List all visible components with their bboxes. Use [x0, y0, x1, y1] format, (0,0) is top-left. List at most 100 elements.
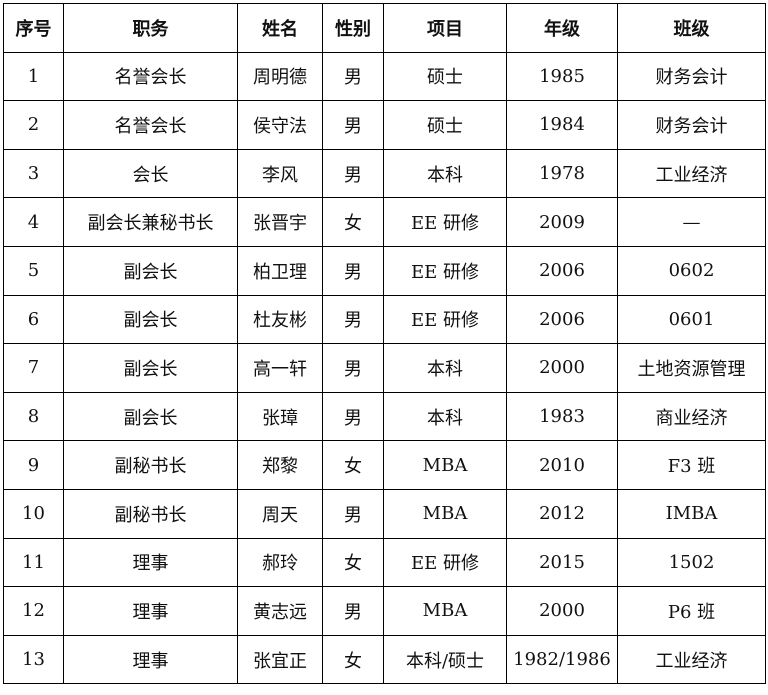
- cell-name: 李风: [237, 148, 323, 199]
- cell-name: 高一轩: [237, 343, 323, 393]
- cell-position: 副秘书长: [63, 488, 238, 539]
- cell-program: 本科: [383, 148, 507, 199]
- table-row: 6 副会长 杜友彬男 EE 研修 2006 0601: [3, 294, 766, 345]
- cell-gender: 女: [322, 537, 384, 588]
- cell-index: 3: [3, 148, 64, 199]
- cell-index: 2: [3, 100, 64, 150]
- cell-program: EE 研修: [383, 294, 507, 345]
- header-year: 年级: [506, 3, 618, 53]
- cell-index: 11: [3, 537, 64, 588]
- cell-class: 工业经济: [617, 634, 766, 685]
- cell-year: 1978: [506, 148, 618, 199]
- cell-index: 8: [3, 391, 64, 442]
- cell-program: MBA: [383, 440, 507, 490]
- cell-name: 郝玲: [237, 537, 323, 588]
- cell-name: 周明德: [237, 51, 323, 102]
- cell-program: 本科: [383, 343, 507, 393]
- cell-gender: 男: [322, 100, 384, 150]
- cell-index: 4: [3, 197, 64, 247]
- cell-gender: 男: [322, 148, 384, 199]
- cell-year: 2009: [506, 197, 618, 247]
- header-name: 姓名: [237, 3, 323, 53]
- table-row: 13 理事 张宜正女本科/硕士 1982/1986 工业经济: [3, 634, 766, 685]
- cell-program: 硕士: [383, 51, 507, 102]
- cell-class: 0602: [617, 245, 766, 296]
- cell-class: 财务会计: [617, 51, 766, 102]
- cell-name: 张晋宇: [237, 197, 323, 247]
- table-row: 5 副会长 柏卫理男 EE 研修 2006 0602: [3, 245, 766, 296]
- cell-gender: 男: [322, 51, 384, 102]
- cell-position: 理事: [63, 634, 238, 685]
- cell-year: 2000: [506, 586, 618, 636]
- cell-position: 理事: [63, 537, 238, 588]
- cell-class: 0601: [617, 294, 766, 345]
- cell-position: 副会长: [63, 391, 238, 442]
- cell-gender: 男: [322, 245, 384, 296]
- cell-position: 副会长: [63, 245, 238, 296]
- table-row: 4 副会长兼秘书长 张晋宇女 EE 研修 2009—: [3, 197, 766, 247]
- cell-index: 9: [3, 440, 64, 490]
- cell-name: 周天: [237, 488, 323, 539]
- cell-gender: 男: [322, 294, 384, 345]
- cell-position: 会长: [63, 148, 238, 199]
- cell-class: P6 班: [617, 586, 766, 636]
- cell-class: F3 班: [617, 440, 766, 490]
- cell-name: 杜友彬: [237, 294, 323, 345]
- cell-gender: 男: [322, 343, 384, 393]
- cell-year: 2006: [506, 245, 618, 296]
- cell-name: 侯守法: [237, 100, 323, 150]
- cell-program: MBA: [383, 586, 507, 636]
- cell-name: 张璋: [237, 391, 323, 442]
- cell-class: 1502: [617, 537, 766, 588]
- table-row: 10 副秘书长 周天男 MBA 2012 IMBA: [3, 488, 766, 539]
- cell-index: 12: [3, 586, 64, 636]
- header-row: 序号 职务 姓名 性别 项目 年级 班级: [3, 3, 766, 53]
- cell-gender: 男: [322, 391, 384, 442]
- cell-name: 黄志远: [237, 586, 323, 636]
- cell-year: 2012: [506, 488, 618, 539]
- member-table: 序号 职务 姓名 性别 项目 年级 班级 1 名誉会长 周明德男硕士 1985 财务会计…: [3, 3, 766, 685]
- header-program: 项目: [383, 3, 507, 53]
- cell-year: 2006: [506, 294, 618, 345]
- cell-name: 郑黎: [237, 440, 323, 490]
- cell-gender: 男: [322, 488, 384, 539]
- cell-position: 名誉会长: [63, 51, 238, 102]
- table-row: 9 副秘书长 郑黎女 MBA 2010 F3 班: [3, 440, 766, 490]
- cell-class: 财务会计: [617, 100, 766, 150]
- cell-program: EE 研修: [383, 245, 507, 296]
- cell-class: 商业经济: [617, 391, 766, 442]
- cell-program: 硕士: [383, 100, 507, 150]
- header-index: 序号: [3, 3, 64, 53]
- cell-class: IMBA: [617, 488, 766, 539]
- cell-index: 1: [3, 51, 64, 102]
- header-position: 职务: [63, 3, 238, 53]
- header-gender: 性别: [322, 3, 384, 53]
- table-row: 1 名誉会长 周明德男硕士 1985 财务会计: [3, 51, 766, 102]
- cell-program: MBA: [383, 488, 507, 539]
- cell-year: 1982/1986: [506, 634, 618, 685]
- cell-index: 13: [3, 634, 64, 685]
- cell-program: EE 研修: [383, 197, 507, 247]
- table-row: 7 副会长 高一轩男本科 2000 土地资源管理: [3, 343, 766, 393]
- cell-gender: 男: [322, 586, 384, 636]
- cell-year: 2010: [506, 440, 618, 490]
- cell-index: 7: [3, 343, 64, 393]
- cell-program: 本科/硕士: [383, 634, 507, 685]
- cell-gender: 女: [322, 634, 384, 685]
- cell-position: 副秘书长: [63, 440, 238, 490]
- cell-year: 2000: [506, 343, 618, 393]
- cell-position: 副会长: [63, 343, 238, 393]
- header-class: 班级: [617, 3, 766, 53]
- table-row: 12 理事 黄志远男 MBA 2000 P6 班: [3, 586, 766, 636]
- cell-index: 5: [3, 245, 64, 296]
- table-row: 11 理事 郝玲女 EE 研修 2015 1502: [3, 537, 766, 588]
- cell-position: 理事: [63, 586, 238, 636]
- cell-year: 1984: [506, 100, 618, 150]
- cell-gender: 女: [322, 440, 384, 490]
- table-row: 3 会长 李风男本科 1978 工业经济: [3, 148, 766, 199]
- cell-position: 副会长: [63, 294, 238, 345]
- cell-index: 10: [3, 488, 64, 539]
- cell-class: 工业经济: [617, 148, 766, 199]
- cell-program: EE 研修: [383, 537, 507, 588]
- cell-class: 土地资源管理: [617, 343, 766, 393]
